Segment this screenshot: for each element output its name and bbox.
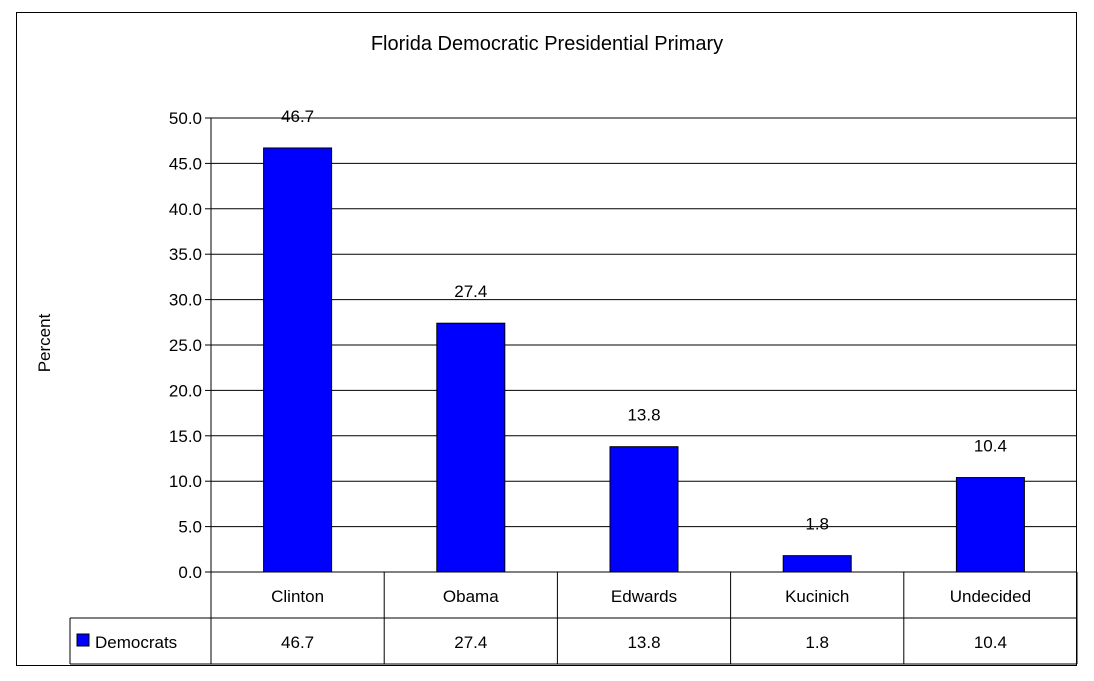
- bar-data-label: 46.7: [281, 107, 314, 126]
- category-label: Clinton: [271, 587, 324, 606]
- bar-kucinich: [782, 555, 852, 573]
- y-tick-label: 10.0: [169, 472, 202, 491]
- y-tick-label: 50.0: [169, 109, 202, 128]
- y-tick-label: 20.0: [169, 381, 202, 400]
- chart-frame: [16, 12, 1077, 666]
- y-tick-label: 0.0: [178, 563, 202, 582]
- y-tick-label: 40.0: [169, 200, 202, 219]
- bar-data-label: 13.8: [627, 406, 660, 425]
- legend-series-name: Democrats: [95, 633, 177, 652]
- y-tick-label: 35.0: [169, 245, 202, 264]
- bar-obama: [436, 322, 506, 573]
- bar-data-label: 27.4: [454, 282, 487, 301]
- y-tick-label: 5.0: [178, 518, 202, 537]
- bar-clinton: [263, 147, 333, 573]
- bar-undecided: [955, 477, 1025, 573]
- table-value: 46.7: [281, 633, 314, 652]
- y-tick-label: 30.0: [169, 291, 202, 310]
- bar-data-label: 1.8: [805, 515, 829, 534]
- table-value: 13.8: [627, 633, 660, 652]
- table-value: 10.4: [974, 633, 1007, 652]
- category-label: Undecided: [950, 587, 1031, 606]
- chart-title: Florida Democratic Presidential Primary: [371, 33, 723, 55]
- table-value: 1.8: [805, 633, 829, 652]
- y-tick-label: 25.0: [169, 336, 202, 355]
- bar-edwards: [609, 446, 679, 573]
- category-label: Edwards: [611, 587, 677, 606]
- table-value: 27.4: [454, 633, 487, 652]
- y-tick-label: 15.0: [169, 427, 202, 446]
- y-tick-label: 45.0: [169, 154, 202, 173]
- category-label: Obama: [443, 587, 499, 606]
- legend-swatch: [76, 633, 90, 647]
- bar-data-label: 10.4: [974, 437, 1007, 456]
- category-label: Kucinich: [785, 587, 849, 606]
- y-axis-label: Percent: [35, 313, 54, 372]
